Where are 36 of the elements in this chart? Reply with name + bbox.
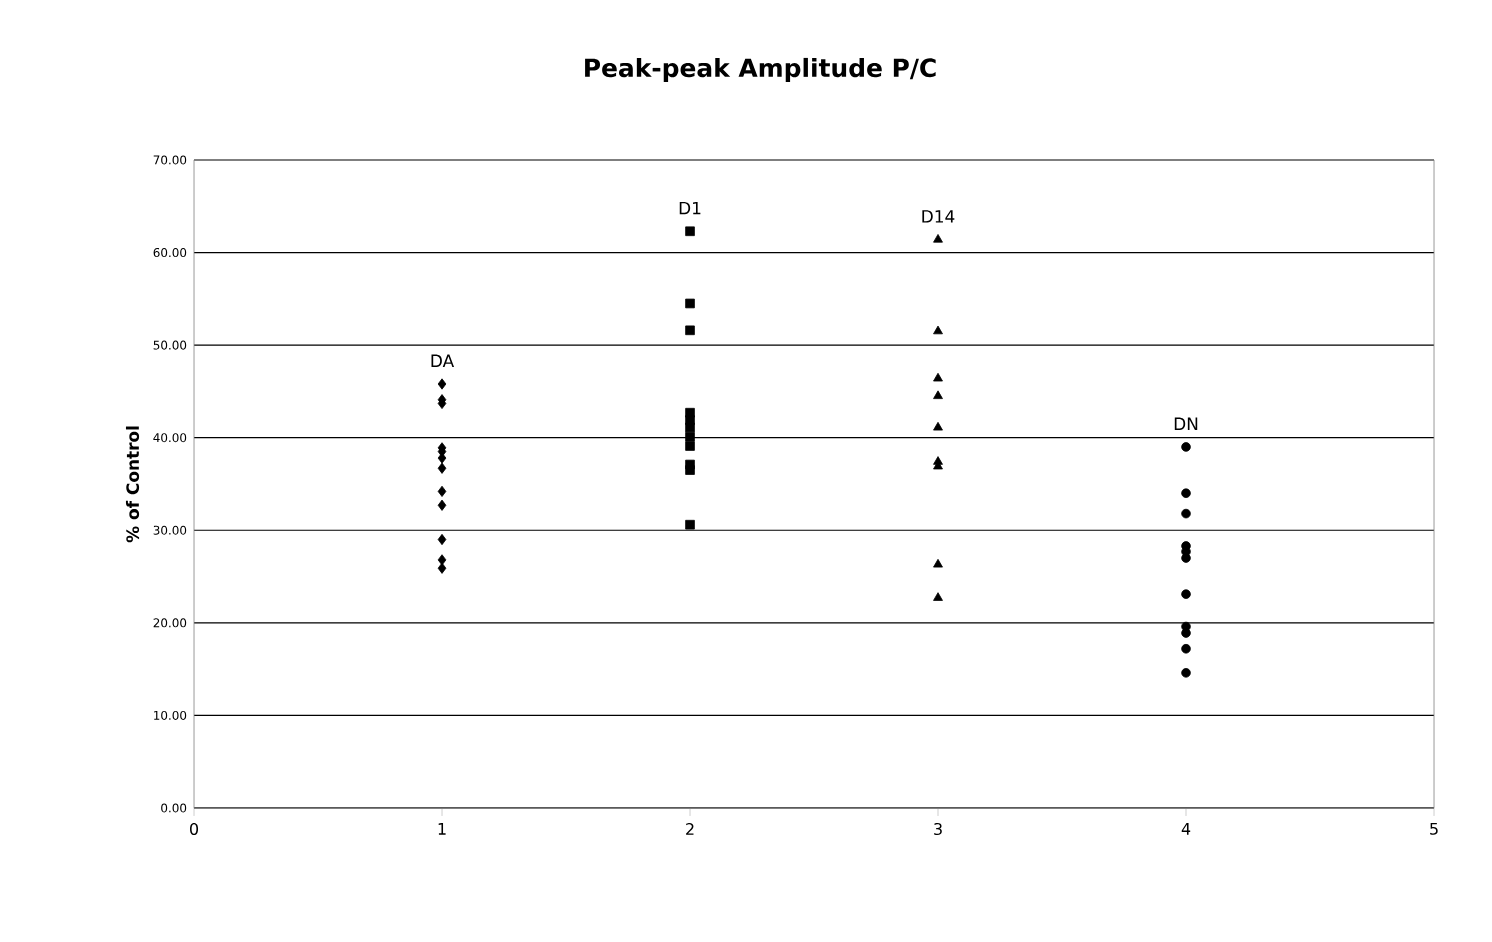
point xyxy=(933,234,943,243)
point xyxy=(1181,628,1191,638)
series-label: DN xyxy=(1174,417,1198,430)
series-label: D14 xyxy=(922,210,955,223)
point xyxy=(1181,488,1191,499)
point xyxy=(685,519,695,530)
point xyxy=(685,422,695,433)
point xyxy=(437,562,447,574)
point xyxy=(685,441,695,451)
point xyxy=(1181,553,1191,563)
point xyxy=(933,325,943,335)
point xyxy=(685,226,695,237)
point xyxy=(437,378,447,390)
point xyxy=(933,421,943,431)
point xyxy=(685,325,695,336)
point xyxy=(685,465,695,475)
series-label: D1 xyxy=(679,201,701,215)
point xyxy=(1181,442,1191,452)
point xyxy=(437,533,447,546)
point xyxy=(933,390,943,400)
point xyxy=(933,558,943,568)
point xyxy=(437,499,447,511)
point xyxy=(933,592,943,601)
point xyxy=(437,485,447,497)
point xyxy=(1181,589,1191,599)
point xyxy=(437,554,447,566)
point xyxy=(685,431,695,442)
point xyxy=(933,372,943,382)
series-label: DA xyxy=(431,354,455,367)
chart-title: Peak-peak Amplitude P/C xyxy=(585,57,936,83)
y-axis-title: % of Control xyxy=(125,426,140,543)
point xyxy=(1181,668,1191,678)
point xyxy=(437,462,447,474)
point xyxy=(685,298,695,309)
point xyxy=(1181,643,1191,654)
point xyxy=(1181,508,1191,519)
